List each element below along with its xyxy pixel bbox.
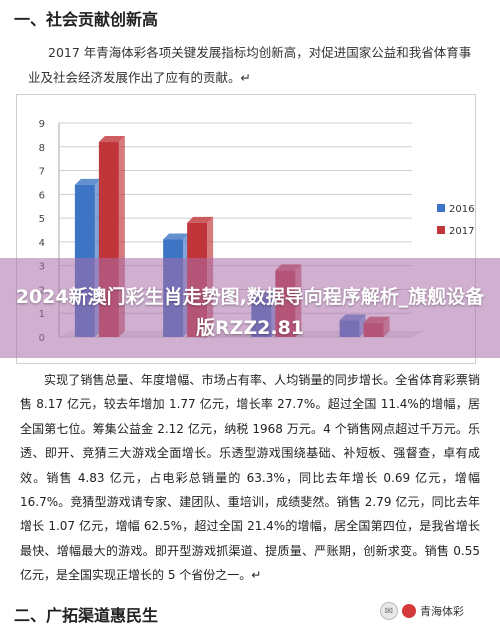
y-tick-label: 6 — [39, 190, 45, 201]
title-overlay-band — [0, 258, 500, 358]
legend-swatch — [437, 226, 445, 234]
overlay-title: 2024新澳门彩生肖走势图,数据导向程序解析_旗舰设备版RZZ2.81 — [15, 286, 485, 339]
section-2-heading: 二、广拓渠道惠民生 — [14, 606, 159, 625]
bar-top — [163, 233, 190, 240]
bar-top — [74, 178, 101, 185]
wechat-icon: ✉ — [380, 602, 398, 620]
y-tick-label: 4 — [39, 238, 45, 249]
body-paragraph: 实现了销售总量、年度增幅、市场占有率、人均销量的同步增长。全省体育彩票销售 8.… — [20, 373, 480, 583]
legend-label: 2017 — [449, 226, 474, 237]
bar-top — [187, 216, 214, 223]
legend-label: 2016 — [449, 204, 474, 215]
legend-swatch — [437, 204, 445, 212]
y-tick-label: 7 — [39, 167, 45, 178]
intro-paragraph: 2017 年青海体彩各项关键发展指标均创新高，对促进国家公益和我省体育事业及社会… — [28, 45, 472, 85]
bar-top — [98, 136, 125, 143]
y-tick-label: 9 — [39, 119, 45, 130]
watermark-label: 青海体彩 — [420, 605, 464, 618]
logo-icon — [402, 604, 416, 618]
section-1-heading: 一、社会贡献创新高 — [14, 10, 159, 29]
y-tick-label: 5 — [39, 214, 45, 225]
watermark: ✉ 青海体彩 — [380, 601, 464, 621]
y-tick-label: 8 — [39, 143, 45, 154]
